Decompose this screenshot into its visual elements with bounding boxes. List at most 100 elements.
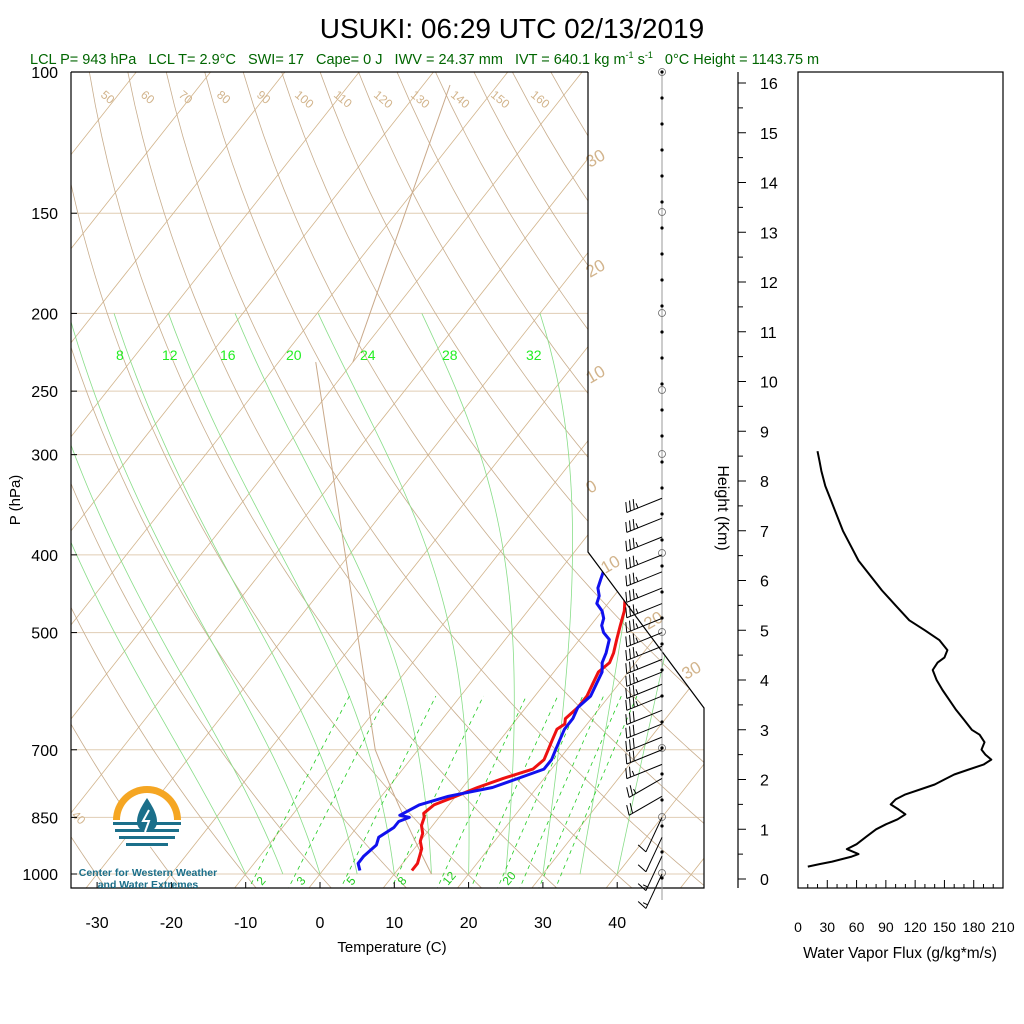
wind-barbs [625,68,666,909]
moist-adiabat-line [71,313,247,875]
barb-flag [626,805,630,816]
dry-adiabat-line [204,72,704,888]
wind-barb [625,554,663,570]
dry-adiabat-line [127,72,636,888]
staff-circle [658,744,666,752]
staff-dot [660,798,664,802]
dry-adiabat-line [588,72,704,888]
staff-dot [660,850,664,854]
height-tick-label: 8 [760,474,769,491]
barb-half-flag [635,676,639,682]
x-axis-label: Temperature (C) [337,939,446,956]
wind-barb [637,817,663,853]
barb-flag [629,634,631,646]
barb-staff [626,723,663,739]
wind-barb [625,749,663,765]
isotherm-line [71,72,211,888]
barb-flag [625,636,628,647]
height-tick-label: 14 [760,176,778,193]
barb-flag [629,686,631,698]
wind-barb [625,695,663,711]
isotherm-line [157,72,704,888]
dry-adiabat-line [319,72,704,888]
barb-half-flag [635,559,639,565]
wind-barb [637,837,663,873]
barb-flag [632,518,635,530]
barb-half-flag [635,576,639,582]
height-tick-label: 5 [760,623,769,640]
x-tick-label: 20 [460,915,478,932]
dry-adiabat-label: 70 [176,88,195,108]
barb-staff [626,517,663,533]
mixing-ratio-bottom-label: 5 [344,874,359,888]
isotherm-line [380,72,704,888]
right-temp-label: 20 [583,256,609,282]
height-tick-label: 7 [760,524,769,541]
barb-flag [637,883,647,891]
mixing-ratio-top-label: 12 [162,347,178,363]
barb-flag [625,521,628,533]
wind-barb [625,683,663,699]
flux-series-line [807,451,993,868]
barb-flag [632,572,635,584]
flux-trace [807,451,993,868]
temperature-trace [410,487,628,872]
barb-half-flag [635,541,639,547]
barb-flag [629,500,631,512]
dry-adiabat-line [705,72,1024,891]
height-tick-label: 6 [760,574,769,591]
barb-flag [632,604,635,615]
stat-ivt-exp2: -1 [645,50,653,60]
isotherm-line [71,72,583,888]
dry-adiabat-label: 60 [138,88,157,108]
barb-half-flag [635,503,639,509]
y-tick-label: 100 [31,65,58,82]
isotherm-line [752,72,1024,891]
reference-curve [315,362,432,875]
mixing-ratio-top-label: 8 [116,347,124,363]
barb-flag [632,737,635,749]
flux-tick-label: 0 [794,919,802,935]
wind-barb [625,671,663,687]
barb-flag [629,605,631,617]
y-tick-label: 200 [31,306,58,323]
stat-iwv: IWV = 24.37 mm [395,52,503,68]
barb-flag [632,672,635,684]
barb-flag [632,588,635,600]
barb-half-flag [642,902,648,906]
staff-circle [658,208,666,216]
flux-tick-label: 90 [878,919,894,935]
x-tick-label: -30 [86,915,109,932]
wind-barb [625,645,663,661]
wind-barb [625,632,663,648]
staff-dot [660,486,664,490]
mixing-ratio-bottom-label: 3 [294,874,309,888]
barb-half-flag [635,637,639,643]
isotherm-line [529,72,704,888]
isotherm-line [454,72,704,888]
height-tick-label: 10 [760,375,778,392]
flux-axis: 0 30 60 90 120 150 180 210 [794,880,1015,935]
y-axis-label: P (hPa) [7,475,24,526]
staff-circle [658,549,666,557]
barb-half-flag [635,523,639,529]
barb-staff [626,683,663,699]
staff-dot [660,564,664,568]
staff-dot [660,668,664,672]
dry-adiabat-line [627,72,704,888]
barb-staff [645,817,663,853]
mixing-ratio-top-label: 24 [360,347,376,363]
mixing-ratio-line [495,695,584,888]
barb-flag [632,750,635,762]
barb-flag [625,540,628,552]
barb-half-flag [635,664,639,670]
barb-staff [626,645,663,661]
staff-dot [660,304,664,308]
barb-flag [629,539,631,550]
logo-wave-3 [119,836,175,839]
barb-staff [626,671,663,687]
moist-adiabat-line [539,313,573,875]
wind-barb [625,658,663,675]
staff-circle [658,68,666,76]
dry-adiabat-line [358,72,704,888]
